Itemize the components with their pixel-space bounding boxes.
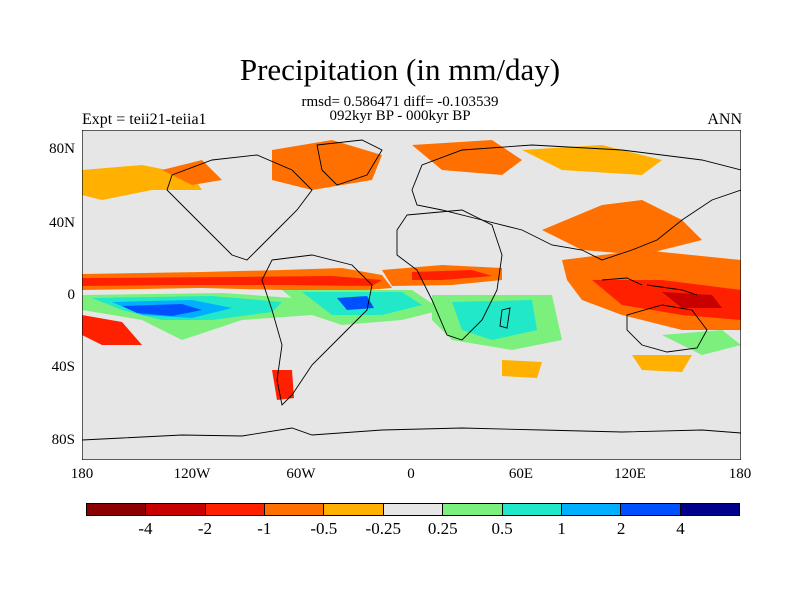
xtick-180w: 180 — [70, 466, 94, 482]
rmsd-diff-text: rmsd= 0.586471 diff= -0.103539 — [301, 94, 499, 110]
xtick-60w: 60W — [286, 466, 316, 482]
xtick-180e: 180 — [728, 466, 752, 482]
ytick-40n: 40N — [49, 215, 75, 231]
xtick-60e: 60E — [508, 466, 534, 482]
colorbar-label: -4 — [138, 519, 153, 538]
australia-coast — [626, 304, 708, 353]
coastlines — [82, 139, 741, 441]
se-pacific-red — [82, 315, 142, 345]
eurasia-coast — [411, 144, 741, 261]
colorbar-segment — [265, 504, 325, 515]
season-label: ANN — [707, 111, 742, 128]
colorbar-label: 4 — [676, 519, 685, 538]
colorbar-segment — [87, 504, 147, 515]
east-asia-red — [542, 200, 702, 255]
colorbar-segment — [502, 504, 562, 515]
west-pacific-core — [592, 280, 741, 320]
experiment-label: Expt = teii21-teiia1 — [82, 111, 207, 128]
xtick-0: 0 — [407, 466, 415, 482]
ytick-40s: 40S — [51, 359, 75, 375]
south-america-coast — [261, 254, 373, 406]
antarctica-coast — [82, 427, 741, 441]
stats-header: rmsd= 0.586471 diff= -0.103539 092kyr BP… — [0, 94, 800, 124]
madagascar-coast — [499, 307, 511, 329]
north-asia-orange — [522, 145, 662, 175]
greenland-coast — [316, 139, 383, 186]
colorbar-segment — [205, 504, 266, 515]
north-america-coast — [166, 154, 313, 261]
colorbar-label: 0.25 — [427, 519, 458, 538]
colorbar-label: -0.5 — [310, 519, 338, 538]
colorbar-label: -1 — [257, 519, 272, 538]
colorbar-segment — [443, 504, 503, 515]
period-text: 092kyr BP - 000kyr BP — [329, 108, 471, 124]
alaska-red — [162, 160, 222, 185]
ytick-80s: 80S — [51, 432, 75, 448]
south-america-blue — [337, 296, 374, 310]
colorbar-segment — [146, 504, 206, 515]
xtick-120w: 120W — [173, 466, 211, 482]
south-pacific-orange — [632, 355, 692, 372]
colorbar-label: -2 — [197, 519, 212, 538]
indonesia-coast — [601, 277, 698, 296]
ytick-0: 0 — [67, 287, 76, 303]
colorbar-segment — [621, 504, 681, 515]
atlantic-core — [412, 270, 492, 280]
itcz-band-core — [82, 276, 382, 286]
colorbar-segment — [680, 504, 739, 515]
colorbar — [86, 503, 740, 516]
colorbar-label: 2 — [616, 519, 626, 538]
north-europe-orange — [412, 140, 522, 175]
xtick-120e: 120E — [614, 466, 646, 482]
colorbar-segment — [561, 504, 622, 515]
colorbar-label: 1 — [557, 519, 566, 538]
indian-ocean-cyan — [452, 300, 537, 340]
ytick-80n: 80N — [49, 141, 75, 157]
map-title: Precipitation (in mm/day) — [239, 52, 561, 87]
australia-south-green — [662, 330, 741, 355]
south-pacific-deep — [122, 304, 202, 316]
south-atlantic-orange — [502, 360, 542, 378]
west-pacific-deep — [662, 292, 722, 308]
colorbar-segment — [383, 504, 444, 515]
colorbar-label: -0.25 — [365, 519, 401, 538]
colorbar-segment — [324, 504, 384, 515]
africa-coast — [396, 209, 503, 341]
precipitation-map — [82, 130, 741, 460]
colorbar-label: 0.5 — [491, 519, 513, 538]
